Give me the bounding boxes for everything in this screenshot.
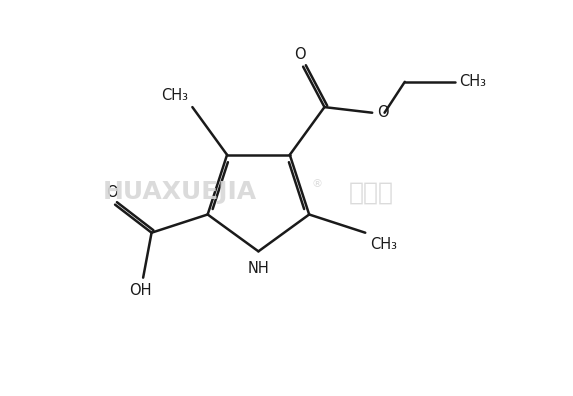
Text: NH: NH [248,261,269,276]
Text: O: O [107,185,118,200]
Text: HUAXUEJIA: HUAXUEJIA [103,181,257,204]
Text: 化学加: 化学加 [348,181,393,204]
Text: ®: ® [312,179,323,189]
Text: O: O [376,105,388,120]
Text: OH: OH [129,283,152,298]
Text: O: O [295,47,306,62]
Text: CH₃: CH₃ [459,74,486,89]
Text: CH₃: CH₃ [161,88,188,103]
Text: CH₃: CH₃ [370,237,397,252]
